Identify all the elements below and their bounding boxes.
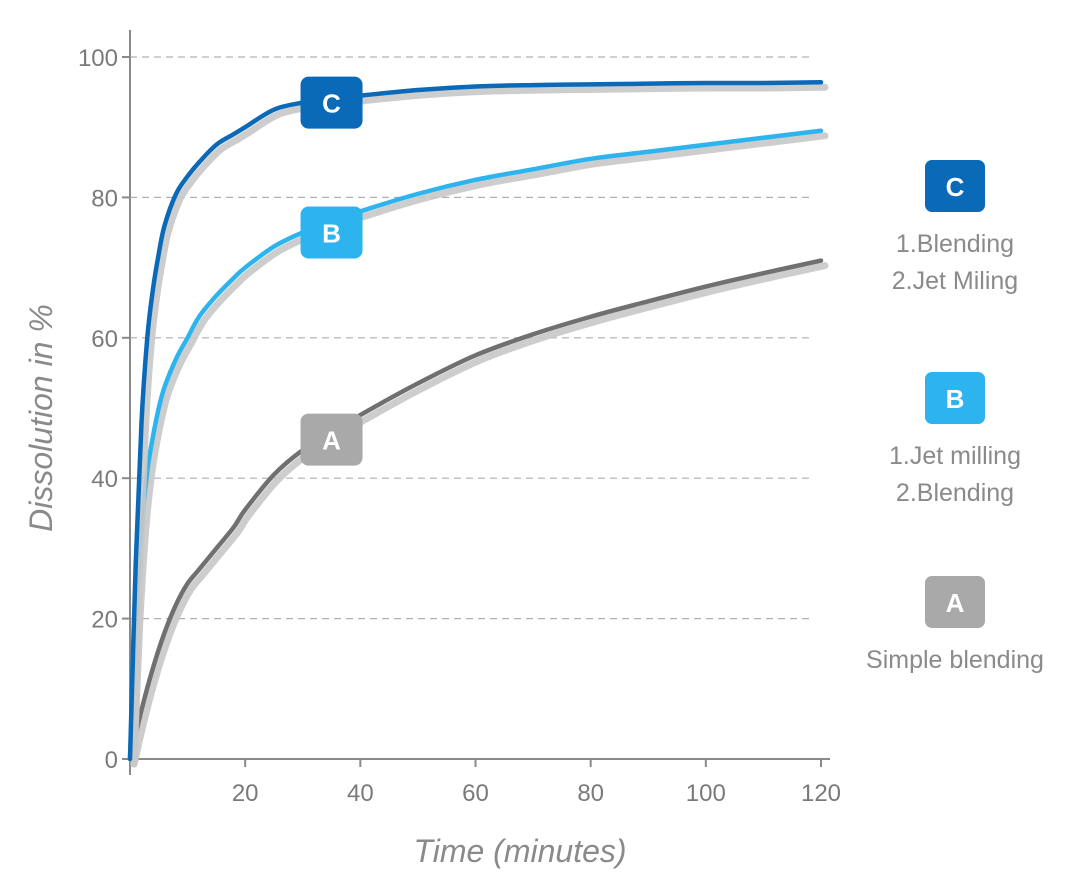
legend: C 1.Blending 2.Jet Miling B 1.Jet milling 2.B… [866,160,1044,674]
curve-labels: C B A [300,76,363,466]
x-axis-title: Time (minutes) [413,833,626,869]
curve-label-a: A [300,413,363,466]
curve-label-badge-b [300,206,363,259]
y-tick-label-20: 20 [91,607,118,634]
y-tick-label-80: 80 [91,185,118,212]
legend-badge-a [925,576,985,628]
series-a-line [127,258,824,762]
tick-labels: 0 20 40 60 80 100 20 40 60 80 100 120 [78,45,841,807]
legend-text-b-2: 2.Blending [896,479,1014,507]
series-c-shadow [130,83,829,768]
x-tick-label-120: 120 [801,780,841,807]
curve-label-b: B [300,206,363,259]
y-tick-label-60: 60 [91,326,118,353]
series-c-line [127,80,824,762]
legend-badge-c [925,160,985,212]
y-tick-label-40: 40 [91,466,118,493]
curve-label-c: C [300,76,363,129]
series-lines [127,80,829,768]
legend-badge-text-c: C [946,172,965,202]
legend-item-c: C 1.Blending 2.Jet Miling [892,160,1018,295]
legend-item-a: A Simple blending [866,576,1044,674]
y-tick-label-0: 0 [105,747,118,774]
x-tick-label-20: 20 [232,780,259,807]
series-b-shadow [130,132,829,768]
y-tick-label-100: 100 [78,45,118,72]
legend-text-b-1: 1.Jet milling [889,442,1021,470]
x-tick-label-60: 60 [462,780,489,807]
grid-lines [130,56,810,620]
legend-text-c-2: 2.Jet Miling [892,267,1018,295]
curve-label-badge-c [300,76,363,129]
series-b-line [127,128,824,762]
x-tick-label-80: 80 [577,780,604,807]
legend-item-b: B 1.Jet milling 2.Blending [889,372,1021,507]
curve-label-text-b: B [322,219,341,249]
series-a-shadow [130,262,829,768]
x-tick-label-40: 40 [347,780,374,807]
x-tick-label-100: 100 [686,780,726,807]
legend-badge-text-b: B [946,384,965,414]
curve-label-text-a: A [322,426,341,456]
legend-badge-b [925,372,985,424]
legend-text-c-1: 1.Blending [896,230,1014,258]
legend-text-a-1: Simple blending [866,646,1044,674]
curve-label-text-c: C [322,89,341,119]
y-axis-title: Dissolution in % [23,304,59,532]
curve-label-badge-a [300,413,363,466]
legend-badge-text-a: A [946,588,965,618]
